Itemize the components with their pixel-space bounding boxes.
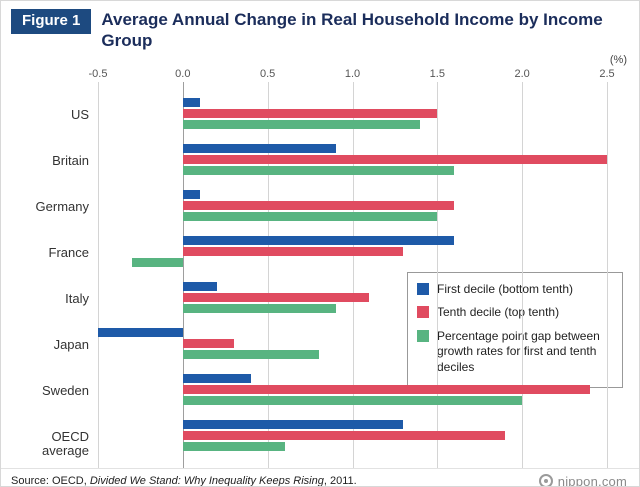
nippon-logo-icon	[538, 474, 553, 486]
legend-item-first-decile: First decile (bottom tenth)	[417, 282, 613, 298]
bar	[182, 373, 251, 383]
legend-label: Tenth decile (top tenth)	[437, 305, 560, 320]
brand-text: nippon.com	[557, 473, 627, 487]
category-label: France	[48, 244, 89, 260]
bar	[182, 419, 404, 429]
x-tick-label: 0.0	[175, 67, 191, 80]
bar	[182, 338, 234, 348]
bar	[182, 143, 336, 153]
bar	[182, 246, 404, 256]
category-label: Italy	[65, 290, 89, 306]
source-suffix: , 2011.	[323, 475, 357, 487]
bar	[182, 235, 455, 245]
figure-header: Figure 1 Average Annual Change in Real H…	[1, 1, 639, 54]
first-decile-swatch	[417, 282, 429, 295]
grid-line	[522, 81, 524, 468]
axis-unit-label: (%)	[609, 53, 627, 66]
x-tick-label: 0.5	[260, 67, 276, 80]
category-label: Sweden	[42, 382, 89, 398]
bar	[182, 395, 523, 405]
category-label: Britain	[52, 152, 89, 168]
source-note: Source: OECD, Divided We Stand: Why Ineq…	[11, 475, 357, 487]
x-tick-label: 2.0	[514, 67, 530, 80]
brand: nippon.com	[538, 473, 627, 487]
category-label: Japan	[53, 336, 89, 352]
category-label: US	[70, 106, 89, 122]
bar	[182, 119, 421, 129]
legend-item-tenth-decile: Tenth decile (top tenth)	[417, 305, 613, 321]
bar	[182, 211, 438, 221]
bar	[182, 154, 607, 164]
bar	[98, 327, 183, 337]
gap-swatch	[417, 329, 429, 342]
legend-item-gap: Percentage point gap between growth rate…	[417, 329, 613, 376]
chart-title: Average Annual Change in Real Household …	[101, 10, 603, 51]
bar	[182, 430, 506, 440]
legend: First decile (bottom tenth) Tenth decile…	[407, 271, 623, 389]
grid-line	[267, 81, 269, 468]
bar	[182, 384, 591, 394]
zero-line	[182, 81, 184, 468]
x-tick-label: 1.5	[429, 67, 445, 80]
figure-footer: Source: OECD, Divided We Stand: Why Ineq…	[1, 467, 639, 487]
grid-line	[352, 81, 354, 468]
source-book-title: Divided We Stand: Why Inequality Keeps R…	[89, 475, 324, 487]
bar	[182, 108, 438, 118]
bar	[131, 257, 183, 267]
bar	[182, 165, 455, 175]
bar	[182, 441, 285, 451]
grid-line	[607, 81, 608, 468]
bar	[182, 97, 200, 107]
bar-chart: (%) First decile (bottom tenth) Tenth de…	[1, 54, 639, 468]
bar	[182, 189, 200, 199]
bar	[182, 303, 336, 313]
legend-label: Percentage point gap between growth rate…	[437, 328, 600, 374]
category-label: Germany	[35, 198, 89, 214]
legend-label: First decile (bottom tenth)	[437, 281, 574, 296]
bar	[182, 292, 370, 302]
x-tick-label: -0.5	[88, 67, 108, 80]
figure-badge: Figure 1	[11, 9, 92, 34]
category-label: OECD average	[42, 428, 89, 458]
bar	[182, 281, 217, 291]
tenth-decile-swatch	[417, 306, 429, 319]
bar	[182, 200, 455, 210]
x-tick-label: 2.5	[599, 67, 615, 80]
source-prefix: Source: OECD,	[11, 475, 90, 487]
x-tick-label: 1.0	[344, 67, 361, 80]
grid-line	[437, 81, 439, 468]
grid-line	[98, 81, 99, 468]
bar	[182, 349, 319, 359]
